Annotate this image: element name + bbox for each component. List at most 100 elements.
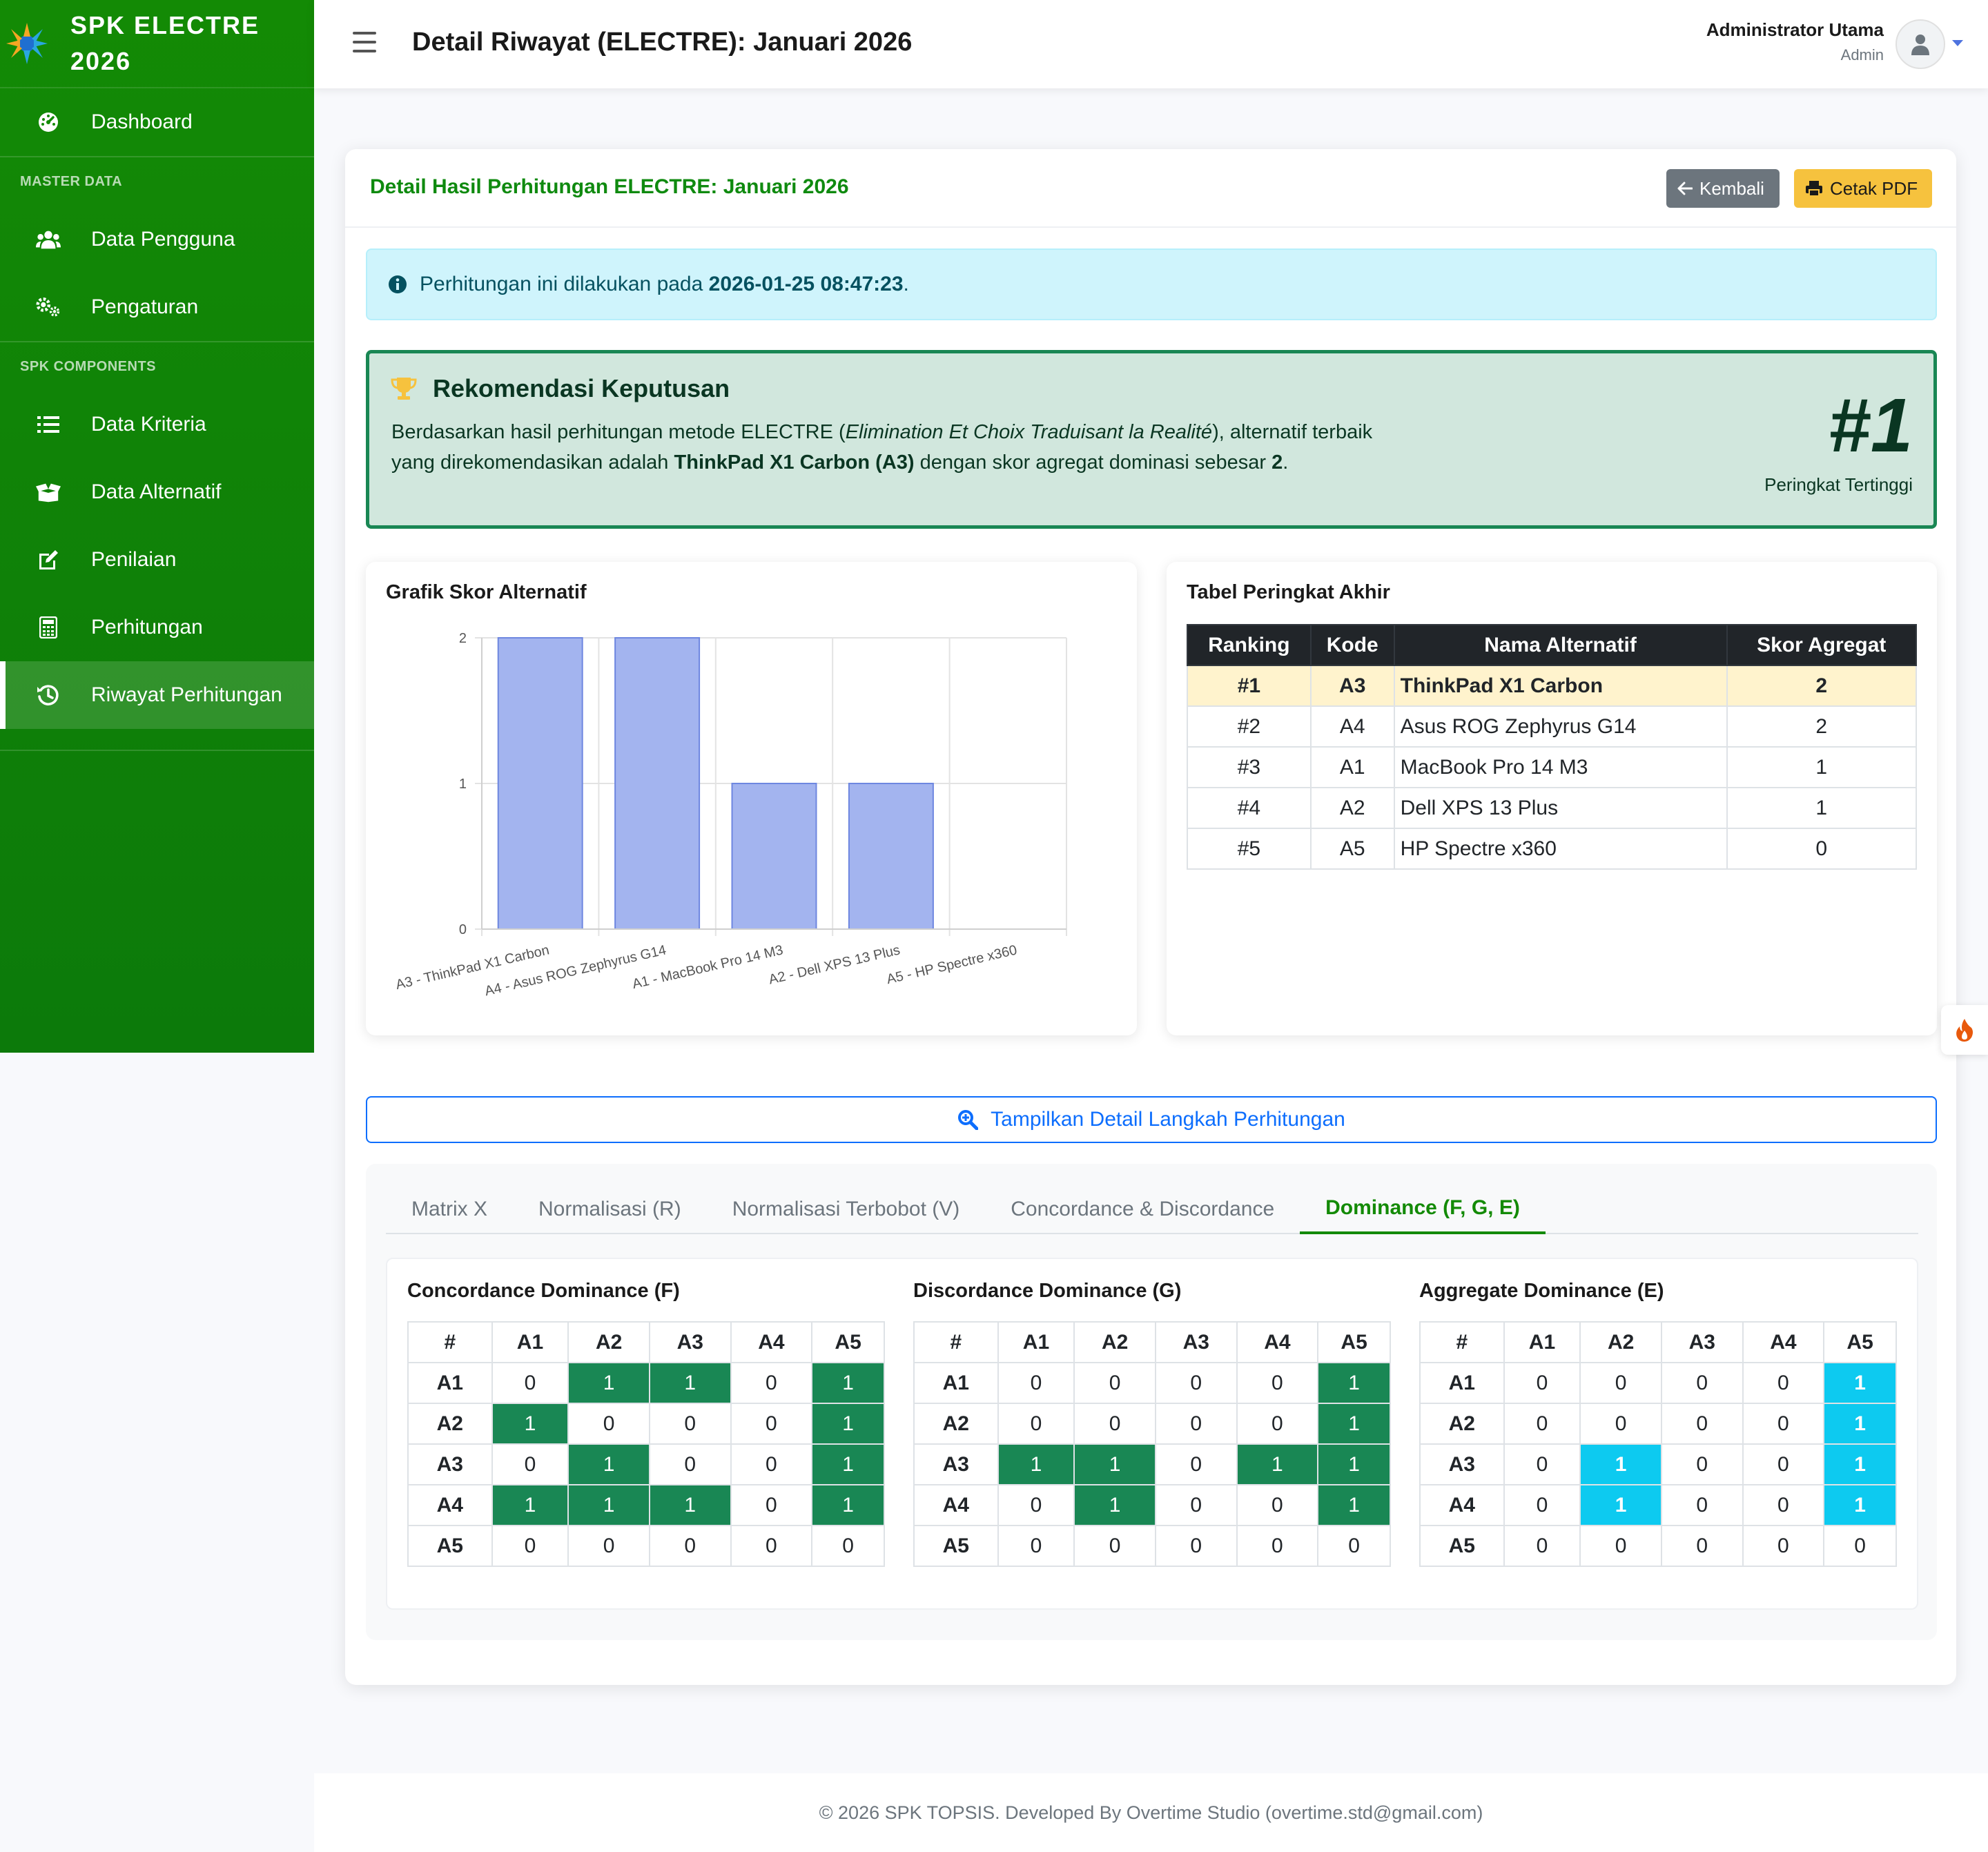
table-header: A1 xyxy=(491,1321,569,1363)
print-pdf-button[interactable]: Cetak PDF xyxy=(1794,169,1932,208)
table-row: #4 A2 Dell XPS 13 Plus 1 xyxy=(1187,787,1917,829)
topbar: Detail Riwayat (ELECTRE): Januari 2026 A… xyxy=(314,0,1988,88)
list-icon xyxy=(36,412,61,437)
fire-icon xyxy=(1956,1019,1973,1042)
sidebar-heading-master: MASTER DATA xyxy=(20,173,123,189)
sidebar-item-label: Data Pengguna xyxy=(91,228,235,251)
dominance-panel: Concordance Dominance (F) # A1 A2 A3 A4 A5 A1 0… xyxy=(386,1258,1918,1610)
x-tick-label: A5 - HP Spectre x360 xyxy=(885,942,1018,987)
table-row: #3 A1 MacBook Pro 14 M3 1 xyxy=(1187,746,1917,788)
matrix-cell: 1 xyxy=(1579,1443,1662,1485)
matrix-cell: 1 xyxy=(811,1484,885,1526)
tab-dominance[interactable]: Dominance (F, G, E) xyxy=(1300,1185,1546,1234)
matrix-cell: 0 xyxy=(730,1443,813,1485)
matrix-cell: 0 xyxy=(1154,1362,1238,1404)
sidebar-item-label: Data Alternatif xyxy=(91,480,222,503)
discordance-dominance-table: # A1 A2 A3 A4 A5 A1 0 0 0 0 1 A2 0 0 0 0 1 A3 1 1 0 1 1 A4 0 1 0 0 1 A… xyxy=(913,1321,1391,1567)
matrix-cell: 0 xyxy=(1154,1525,1238,1567)
ranking-title: Tabel Peringkat Akhir xyxy=(1187,581,1390,603)
sidebar-item-label: Dashboard xyxy=(91,110,193,133)
matrix-cell: 0 xyxy=(1503,1525,1581,1567)
table-header: A5 xyxy=(1317,1321,1391,1363)
bar xyxy=(731,783,817,930)
matrix-cell: 0 xyxy=(1503,1443,1581,1485)
sidebar-item-data-alternatif[interactable]: Data Alternatif xyxy=(0,458,314,526)
table-row: A4 1 1 1 0 1 xyxy=(407,1484,885,1526)
sidebar-item-riwayat[interactable]: Riwayat Perhitungan xyxy=(0,661,314,729)
users-icon xyxy=(36,227,61,252)
tab-matrix-x[interactable]: Matrix X xyxy=(411,1198,488,1220)
y-tick-label: 0 xyxy=(459,922,467,937)
matrix-cell: 0 xyxy=(1154,1443,1238,1485)
row-label: A5 xyxy=(407,1525,493,1567)
back-button[interactable]: Kembali xyxy=(1666,169,1780,208)
tachometer-icon xyxy=(36,110,61,135)
matrix-cell: 1 xyxy=(1579,1484,1662,1526)
table-row: A2 0 0 0 0 1 xyxy=(1419,1403,1897,1445)
gears-icon xyxy=(36,295,61,320)
avatar[interactable] xyxy=(1896,19,1945,69)
sidebar-item-data-kriteria[interactable]: Data Kriteria xyxy=(0,391,314,458)
sidebar-item-perhitungan[interactable]: Perhitungan xyxy=(0,594,314,661)
tab-normalisasi-terbobot[interactable]: Normalisasi Terbobot (V) xyxy=(732,1198,960,1220)
row-label: A2 xyxy=(1419,1403,1505,1445)
matrix-cell: 1 xyxy=(1823,1403,1897,1445)
fire-icon-button[interactable] xyxy=(1941,1005,1988,1055)
print-icon xyxy=(1806,181,1822,197)
table-header: # xyxy=(1419,1321,1505,1363)
matrix-cell: 0 xyxy=(1503,1362,1581,1404)
sidebar-item-dashboard[interactable]: Dashboard xyxy=(0,88,314,156)
show-steps-button[interactable]: Tampilkan Detail Langkah Perhitungan xyxy=(366,1096,1937,1143)
matrix-cell: 1 xyxy=(997,1443,1075,1485)
table-header: A5 xyxy=(811,1321,885,1363)
sidebar-item-pengaturan[interactable]: Pengaturan xyxy=(0,273,314,341)
matrix-cell: 1 xyxy=(1073,1443,1156,1485)
sidebar-item-data-pengguna[interactable]: Data Pengguna xyxy=(0,206,314,273)
tab-concordance-discordance[interactable]: Concordance & Discordance xyxy=(1011,1198,1275,1220)
user-role: Admin xyxy=(1840,46,1884,64)
matrix-cell: 0 xyxy=(1236,1525,1319,1567)
matrix-cell: 1 xyxy=(1073,1484,1156,1526)
sidebar-heading-spk: SPK COMPONENTS xyxy=(20,358,157,374)
brand[interactable]: SPK ELECTRE 2026 xyxy=(0,0,314,88)
row-label: A2 xyxy=(407,1403,493,1445)
table-header: A5 xyxy=(1823,1321,1897,1363)
table-row: A4 0 1 0 0 1 xyxy=(913,1484,1391,1526)
sidebar-item-label: Data Kriteria xyxy=(91,413,206,436)
menu-toggle-icon[interactable] xyxy=(353,32,376,52)
matrix-cell: 0 xyxy=(491,1525,569,1567)
table-row: A4 0 1 0 0 1 xyxy=(1419,1484,1897,1526)
table-header: # xyxy=(913,1321,999,1363)
row-label: A3 xyxy=(407,1443,493,1485)
matrix-cell: 1 xyxy=(1317,1362,1391,1404)
table-header: A3 xyxy=(648,1321,732,1363)
sidebar-item-penilaian[interactable]: Penilaian xyxy=(0,526,314,594)
main-card: Detail Hasil Perhitungan ELECTRE: Januar… xyxy=(345,149,1956,1685)
matrix-cell: 1 xyxy=(648,1484,732,1526)
matrix-cell: 1 xyxy=(811,1362,885,1404)
sidebar: SPK ELECTRE 2026 Dashboard MASTER DATA D… xyxy=(0,0,314,1053)
matrix-cell: 0 xyxy=(1073,1525,1156,1567)
table-header: A3 xyxy=(1154,1321,1238,1363)
user-info[interactable]: Administrator Utama Admin xyxy=(1706,19,1884,64)
row-label: A3 xyxy=(1419,1443,1505,1485)
matrix-cell: 1 xyxy=(648,1362,732,1404)
tab-normalisasi[interactable]: Normalisasi (R) xyxy=(538,1198,681,1220)
chevron-down-icon[interactable] xyxy=(1952,40,1963,46)
calculation-steps: Matrix X Normalisasi (R) Normalisasi Ter… xyxy=(366,1164,1937,1640)
matrix-cell: 0 xyxy=(1660,1362,1744,1404)
table-row: A3 0 1 0 0 1 xyxy=(1419,1443,1897,1485)
concordance-dominance-title: Concordance Dominance (F) xyxy=(407,1280,680,1302)
matrix-cell: 1 xyxy=(1317,1484,1391,1526)
table-row: A1 0 0 0 0 1 xyxy=(1419,1362,1897,1404)
pdf-label: Cetak PDF xyxy=(1830,177,1918,199)
search-plus-icon xyxy=(958,1110,979,1130)
table-row: #2 A4 Asus ROG Zephyrus G14 2 xyxy=(1187,705,1917,748)
table-header-row: # A1 A2 A3 A4 A5 xyxy=(1419,1321,1897,1363)
matrix-cell: 0 xyxy=(1742,1403,1825,1445)
matrix-cell: 0 xyxy=(730,1362,813,1404)
brand-logo-icon xyxy=(6,23,48,64)
matrix-cell: 1 xyxy=(1317,1443,1391,1485)
matrix-cell: 1 xyxy=(567,1362,650,1404)
matrix-cell: 0 xyxy=(730,1403,813,1445)
